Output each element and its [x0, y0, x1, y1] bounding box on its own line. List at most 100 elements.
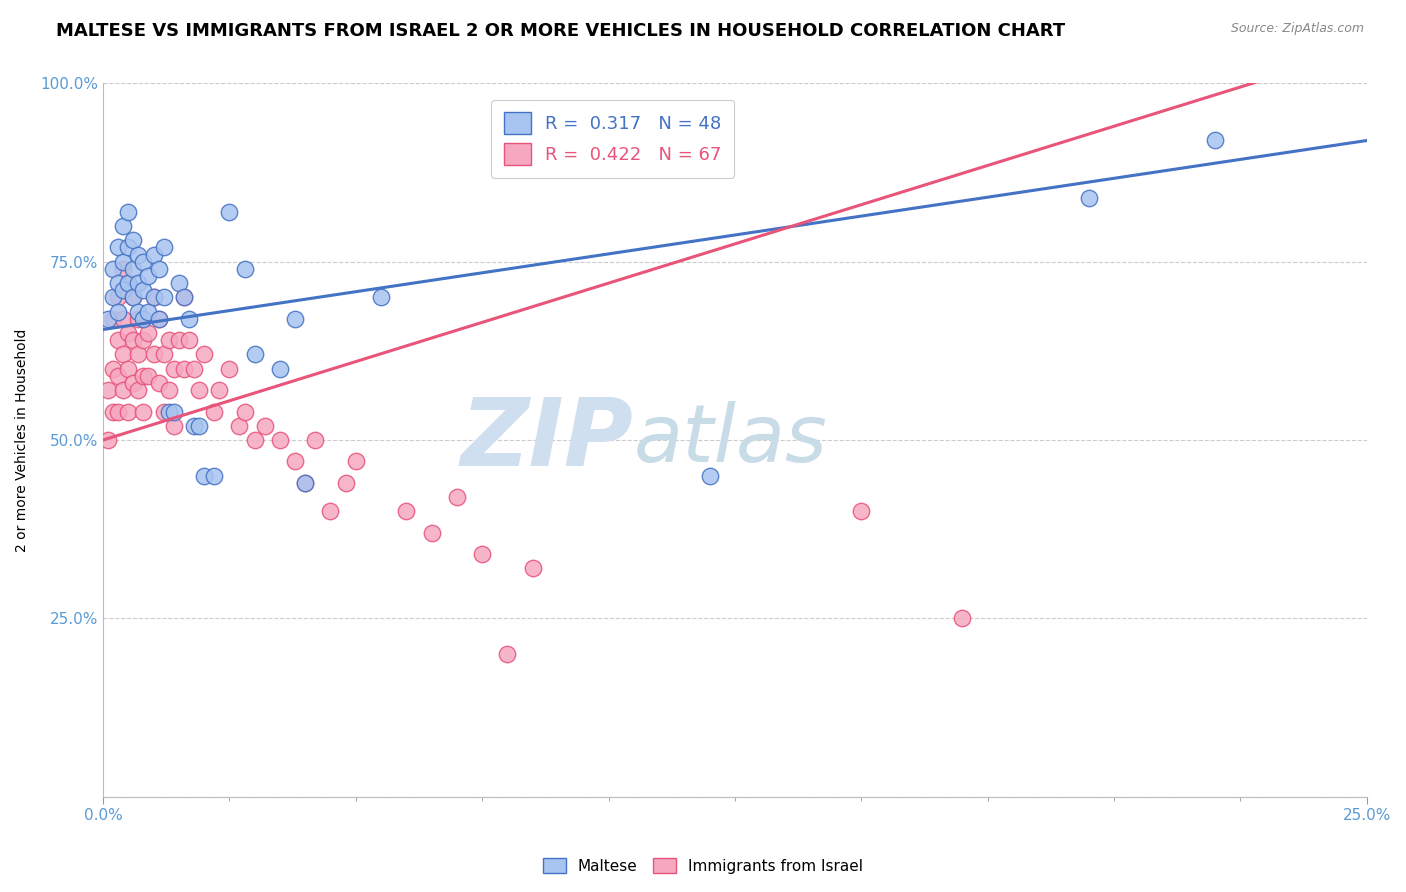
- Point: [228, 418, 250, 433]
- Text: ZIP: ZIP: [461, 394, 634, 486]
- Y-axis label: 2 or more Vehicles in Household: 2 or more Vehicles in Household: [15, 328, 30, 552]
- Point: [233, 404, 256, 418]
- Point: [107, 404, 129, 418]
- Point: [304, 433, 326, 447]
- Point: [112, 219, 135, 233]
- Point: [202, 404, 225, 418]
- Point: [127, 311, 149, 326]
- Point: [132, 404, 155, 418]
- Point: [335, 475, 357, 490]
- Point: [395, 504, 418, 518]
- Point: [107, 304, 129, 318]
- Point: [117, 361, 139, 376]
- Point: [138, 304, 160, 318]
- Point: [208, 383, 231, 397]
- Point: [101, 290, 124, 304]
- Point: [132, 254, 155, 268]
- Point: [173, 290, 195, 304]
- Point: [319, 504, 342, 518]
- Point: [284, 311, 307, 326]
- Point: [188, 383, 211, 397]
- Point: [1077, 190, 1099, 204]
- Point: [148, 311, 170, 326]
- Point: [101, 361, 124, 376]
- Legend: Maltese, Immigrants from Israel: Maltese, Immigrants from Israel: [537, 852, 869, 880]
- Text: atlas: atlas: [634, 401, 828, 479]
- Point: [193, 468, 215, 483]
- Point: [112, 383, 135, 397]
- Point: [218, 204, 240, 219]
- Point: [97, 433, 120, 447]
- Point: [127, 304, 149, 318]
- Point: [148, 261, 170, 276]
- Point: [1204, 134, 1226, 148]
- Point: [132, 283, 155, 297]
- Point: [117, 326, 139, 340]
- Point: [471, 547, 494, 561]
- Point: [112, 283, 135, 297]
- Point: [117, 276, 139, 290]
- Point: [122, 376, 145, 390]
- Point: [420, 525, 443, 540]
- Point: [233, 261, 256, 276]
- Legend: R =  0.317   N = 48, R =  0.422   N = 67: R = 0.317 N = 48, R = 0.422 N = 67: [491, 100, 734, 178]
- Point: [107, 276, 129, 290]
- Point: [142, 347, 165, 361]
- Point: [117, 204, 139, 219]
- Point: [138, 326, 160, 340]
- Point: [188, 418, 211, 433]
- Point: [101, 311, 124, 326]
- Point: [97, 383, 120, 397]
- Point: [97, 311, 120, 326]
- Point: [112, 311, 135, 326]
- Point: [132, 368, 155, 383]
- Point: [269, 361, 291, 376]
- Point: [132, 311, 155, 326]
- Point: [294, 475, 316, 490]
- Text: MALTESE VS IMMIGRANTS FROM ISRAEL 2 OR MORE VEHICLES IN HOUSEHOLD CORRELATION CH: MALTESE VS IMMIGRANTS FROM ISRAEL 2 OR M…: [56, 22, 1066, 40]
- Point: [173, 290, 195, 304]
- Point: [173, 361, 195, 376]
- Point: [950, 611, 973, 625]
- Point: [699, 468, 721, 483]
- Point: [193, 347, 215, 361]
- Point: [148, 311, 170, 326]
- Point: [167, 276, 190, 290]
- Point: [117, 276, 139, 290]
- Point: [112, 254, 135, 268]
- Point: [167, 333, 190, 347]
- Point: [122, 290, 145, 304]
- Point: [142, 247, 165, 261]
- Point: [446, 490, 468, 504]
- Point: [269, 433, 291, 447]
- Point: [107, 333, 129, 347]
- Point: [127, 276, 149, 290]
- Point: [117, 240, 139, 254]
- Point: [157, 383, 180, 397]
- Point: [122, 290, 145, 304]
- Point: [112, 261, 135, 276]
- Point: [142, 290, 165, 304]
- Point: [163, 361, 186, 376]
- Point: [122, 261, 145, 276]
- Point: [370, 290, 392, 304]
- Point: [152, 347, 174, 361]
- Point: [243, 433, 266, 447]
- Point: [112, 347, 135, 361]
- Point: [127, 247, 149, 261]
- Point: [138, 368, 160, 383]
- Point: [522, 561, 544, 575]
- Point: [183, 361, 205, 376]
- Point: [218, 361, 240, 376]
- Point: [152, 404, 174, 418]
- Point: [284, 454, 307, 468]
- Point: [202, 468, 225, 483]
- Point: [138, 268, 160, 283]
- Point: [157, 404, 180, 418]
- Point: [157, 333, 180, 347]
- Point: [163, 404, 186, 418]
- Point: [107, 368, 129, 383]
- Point: [107, 290, 129, 304]
- Text: Source: ZipAtlas.com: Source: ZipAtlas.com: [1230, 22, 1364, 36]
- Point: [183, 418, 205, 433]
